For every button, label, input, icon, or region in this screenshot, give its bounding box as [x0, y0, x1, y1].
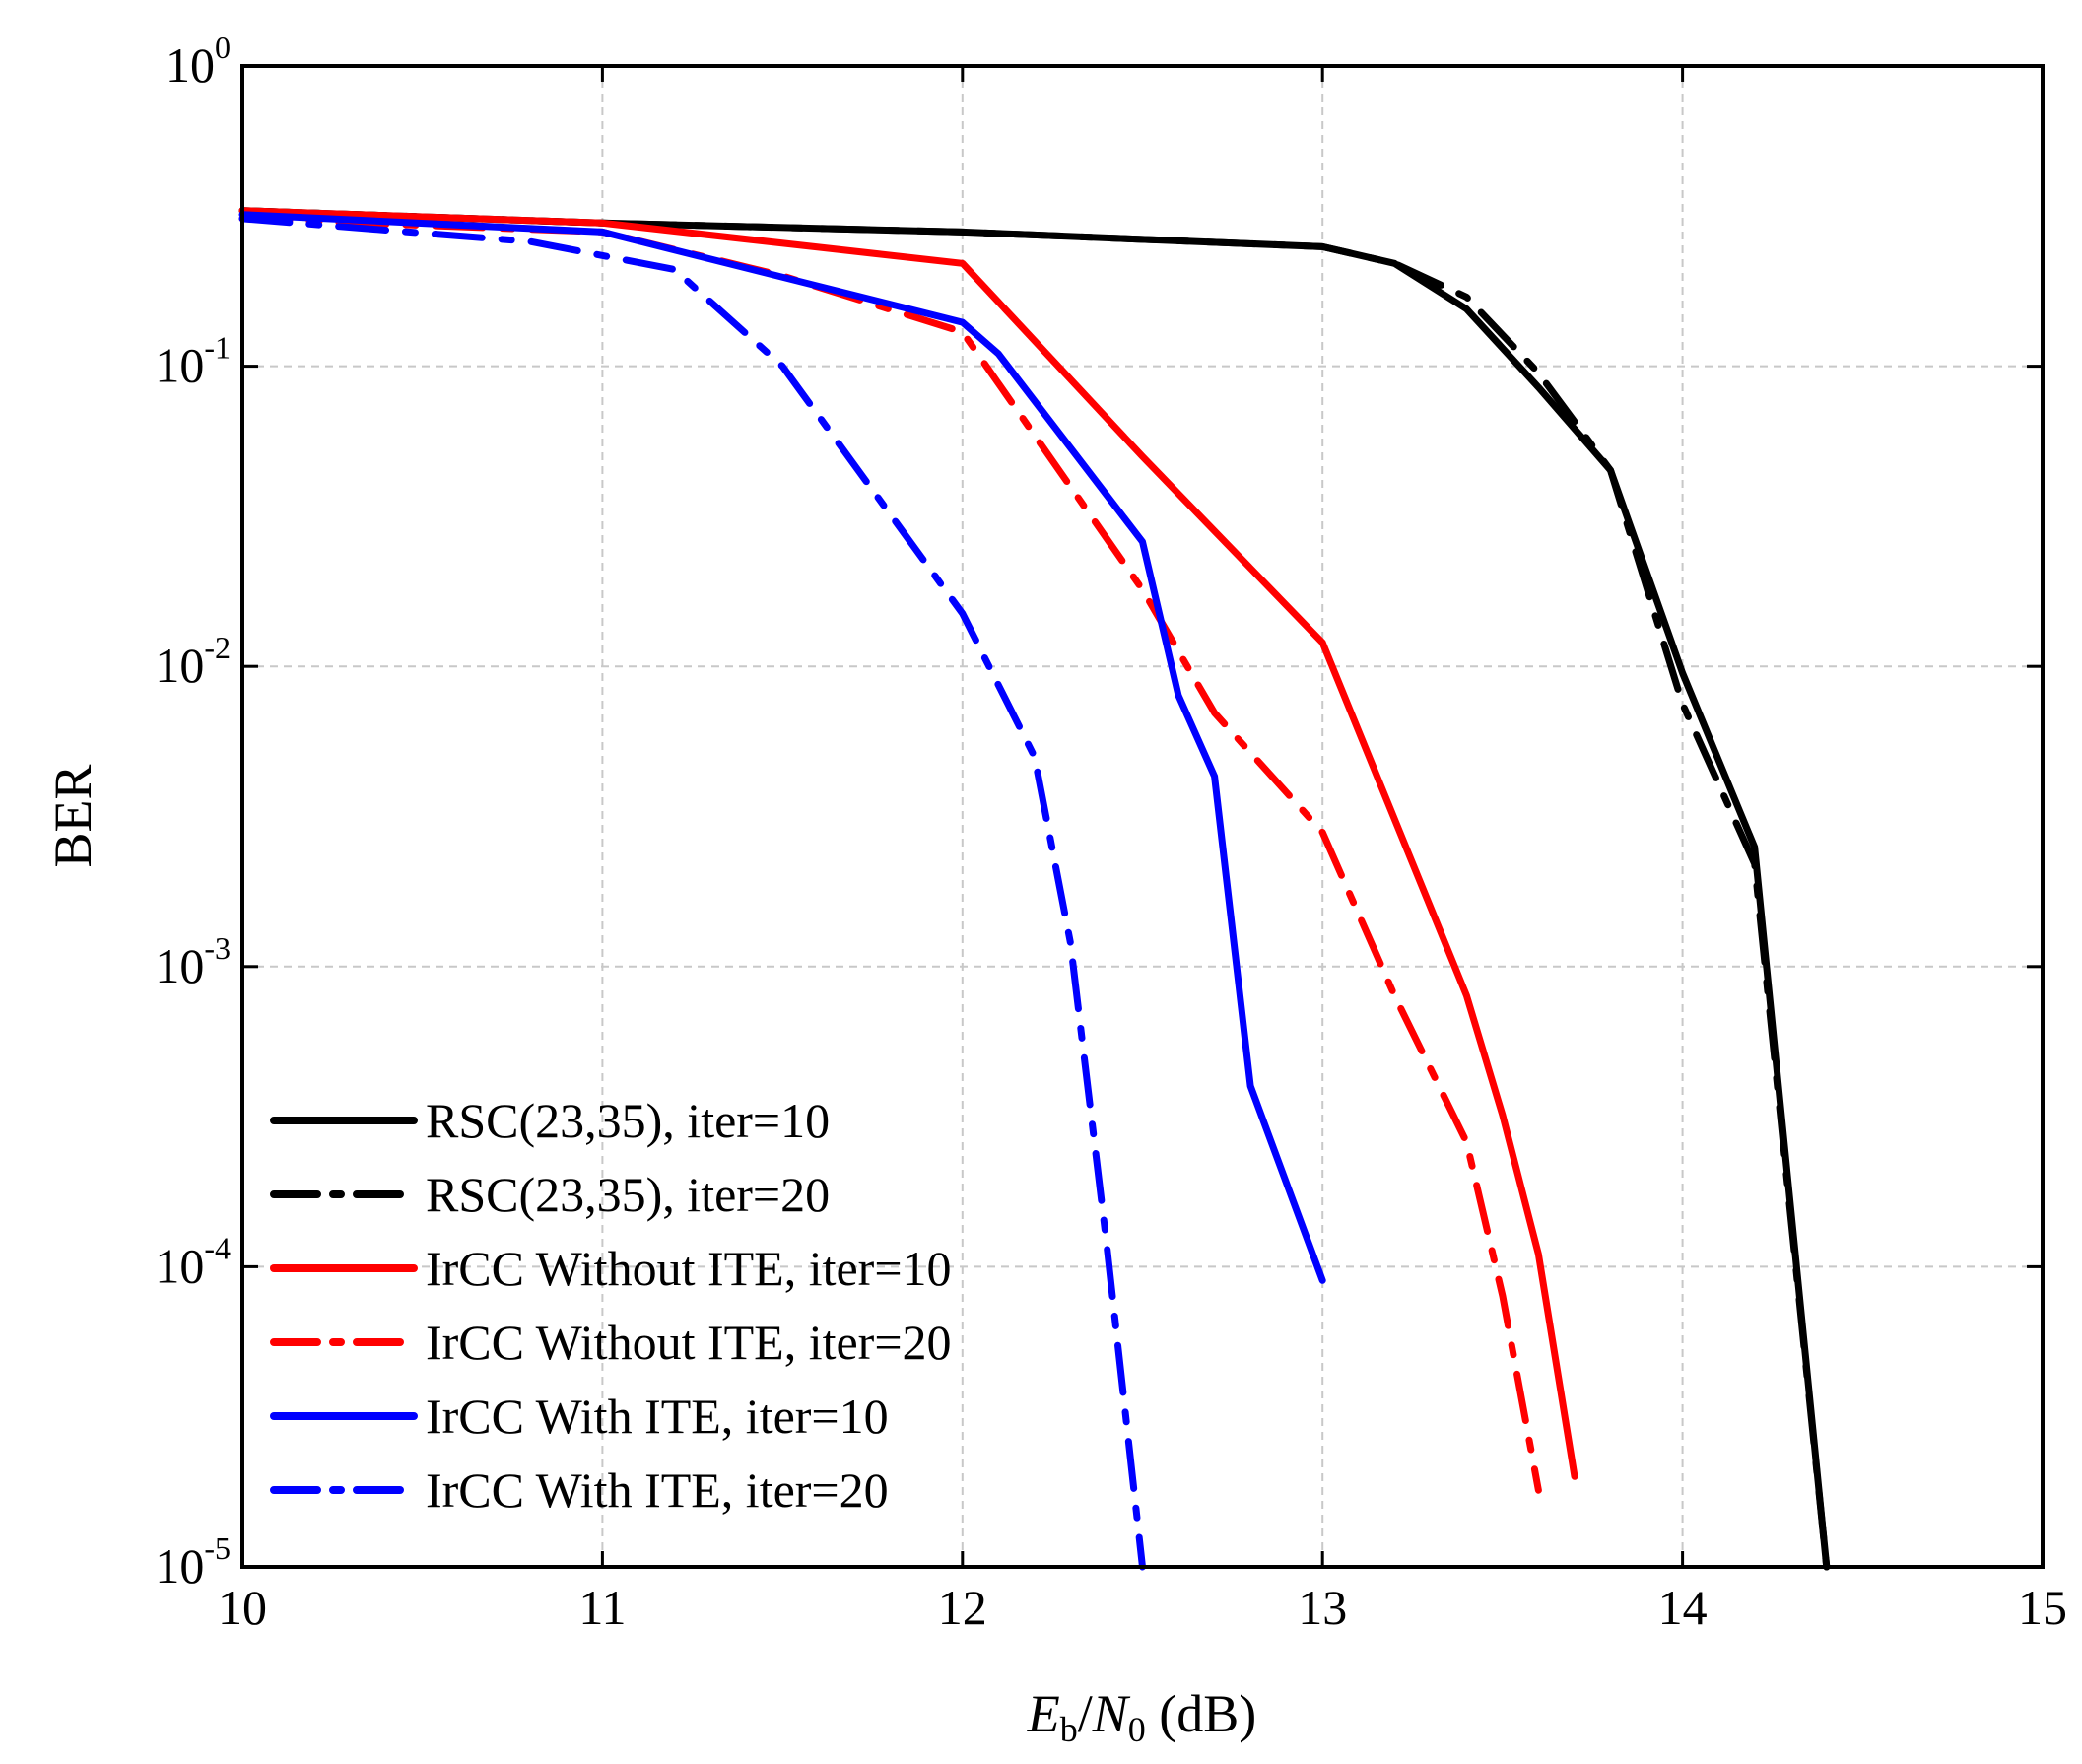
x-axis-label-e: E [1027, 1684, 1060, 1743]
y-axis-label: BER [43, 764, 102, 867]
y-tick-labels: 100 10-1 10-2 10-3 10-4 10-5 [155, 30, 231, 1594]
series-line-5 [238, 211, 1326, 1284]
x-tick-labels: 10 11 12 13 14 15 [218, 1580, 2067, 1635]
series-layer [238, 207, 1831, 1571]
x-axis-label-sub-0: 0 [1128, 1710, 1146, 1749]
y-tick-label: 10-2 [155, 630, 231, 693]
y-tick-label: 100 [166, 30, 231, 93]
legend: RSC(23,35), iter=10 RSC(23,35), iter=20 Ir… [270, 1093, 952, 1518]
legend-label-1: RSC(23,35), iter=10 [426, 1093, 830, 1148]
plot-frame [240, 64, 2045, 1569]
series-line-6 [238, 215, 1146, 1571]
y-tick-label: 10-1 [155, 330, 231, 393]
series-line-3 [238, 207, 1578, 1480]
x-axis-label-unit: (dB) [1146, 1684, 1256, 1743]
legend-label-2: RSC(23,35), iter=20 [426, 1167, 830, 1222]
x-axis-label-n: N [1092, 1684, 1131, 1743]
x-tick-label: 13 [1298, 1580, 1347, 1635]
y-tick-label: 10-3 [155, 930, 231, 993]
legend-label-5: IrCC With ITE, iter=10 [426, 1389, 889, 1444]
y-tick-label: 10-5 [155, 1530, 231, 1594]
x-tick-label: 11 [578, 1580, 626, 1635]
grid-lines [242, 66, 2043, 1567]
x-axis-label: Eb/N0 (dB) [1027, 1684, 1257, 1749]
y-tick-label: 10-4 [155, 1230, 231, 1293]
legend-label-4: IrCC Without ITE, iter=20 [426, 1315, 952, 1370]
x-tick-label: 14 [1658, 1580, 1708, 1635]
x-axis-label-slash: / [1078, 1684, 1093, 1743]
legend-label-6: IrCC With ITE, iter=20 [426, 1462, 889, 1518]
x-tick-label: 12 [938, 1580, 987, 1635]
legend-label-3: IrCC Without ITE, iter=10 [426, 1241, 952, 1296]
x-tick-label: 10 [218, 1580, 267, 1635]
axis-ticks [240, 64, 2045, 1569]
x-axis-label-sub-b: b [1060, 1710, 1078, 1749]
series-line-2 [238, 207, 1831, 1571]
x-tick-label: 15 [2018, 1580, 2067, 1635]
